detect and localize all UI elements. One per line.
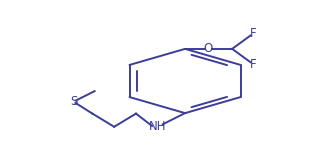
Text: F: F bbox=[250, 27, 256, 40]
Text: O: O bbox=[204, 42, 213, 55]
Text: F: F bbox=[250, 58, 256, 71]
Text: S: S bbox=[70, 95, 78, 108]
Text: NH: NH bbox=[149, 120, 166, 133]
